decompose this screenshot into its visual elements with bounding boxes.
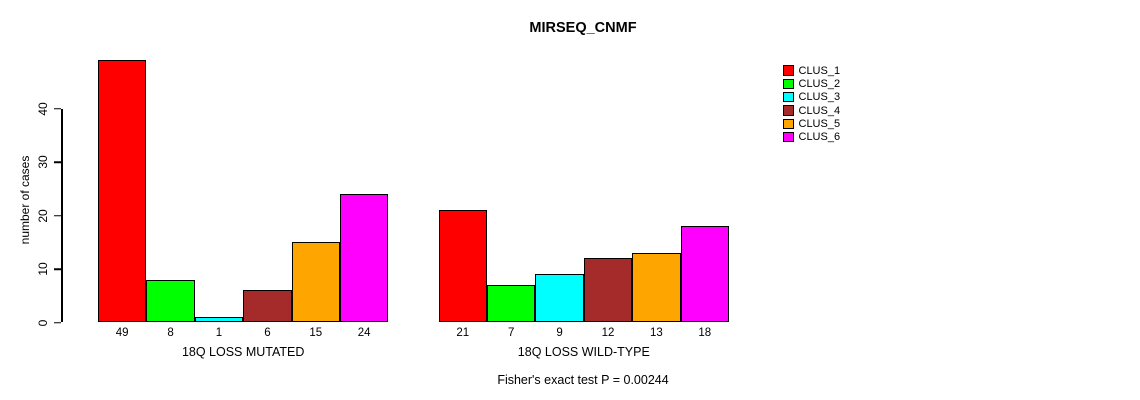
bar-clus_6-group2	[680, 226, 729, 323]
y-tick-label: 20	[36, 208, 50, 223]
y-tick-label: 40	[36, 101, 50, 116]
bar-clus_2-group2	[487, 285, 536, 323]
bar-clus_5-group1	[291, 242, 340, 323]
bar-value-label: 21	[456, 327, 470, 339]
legend-item: CLUS_5	[783, 117, 840, 130]
bar-clus_4-group2	[583, 258, 633, 323]
legend-swatch-clus_5	[783, 118, 794, 130]
bar-value-label: 49	[115, 327, 129, 339]
bar-value-label: 7	[507, 327, 515, 339]
x-group-label: 18Q LOSS MUTATED	[181, 345, 305, 359]
x-group-label: 18Q LOSS WILD-TYPE	[517, 345, 650, 359]
legend: CLUS_1 CLUS_2 CLUS_3 CLUS_4 CLUS_5 CLUS_6	[783, 64, 840, 144]
chart-title: MIRSEQ_CNMF	[529, 20, 637, 36]
bar-value-label: 13	[649, 327, 663, 339]
y-axis-line	[61, 108, 63, 323]
legend-item: CLUS_4	[783, 104, 840, 117]
fisher-test-note: Fisher's exact test P = 0.00244	[497, 373, 669, 387]
bar-value-label: 18	[698, 327, 712, 339]
legend-swatch-clus_2	[783, 78, 794, 90]
legend-swatch-clus_3	[783, 91, 794, 103]
legend-label: CLUS_6	[798, 131, 841, 144]
y-tick-label: 0	[36, 319, 50, 326]
y-axis-tick	[54, 268, 61, 270]
y-axis-tick	[54, 321, 61, 324]
y-axis-tick	[54, 161, 61, 163]
bar-value-label: 8	[167, 327, 174, 339]
bar-value-label: 1	[215, 327, 223, 339]
legend-swatch-clus_6	[783, 131, 794, 143]
bar-clus_1-group2	[438, 210, 487, 323]
legend-swatch-clus_1	[783, 65, 794, 76]
bar-clus_6-group1	[340, 194, 389, 323]
legend-label: CLUS_1	[798, 64, 841, 77]
bar-value-label: 6	[264, 327, 271, 339]
legend-label: CLUS_4	[798, 104, 841, 117]
bar-clus_2-group1	[146, 279, 195, 323]
y-tick-label: 30	[36, 155, 50, 169]
legend-item: CLUS_3	[783, 91, 840, 104]
y-axis-tick	[54, 107, 61, 110]
bar-value-label: 24	[357, 327, 371, 339]
bar-clus_4-group1	[243, 290, 292, 323]
legend-item: CLUS_6	[783, 130, 840, 143]
legend-label: CLUS_3	[798, 91, 841, 104]
bar-clus_1-group1	[98, 60, 147, 323]
y-axis-tick	[54, 214, 61, 217]
legend-label: CLUS_2	[798, 77, 841, 90]
legend-label: CLUS_5	[798, 117, 841, 130]
bar-value-label: 12	[601, 327, 615, 339]
bar-value-label: 15	[309, 327, 323, 339]
bar-clus_3-group2	[535, 274, 584, 323]
legend-item: CLUS_1	[783, 64, 840, 77]
legend-item: CLUS_2	[783, 77, 840, 90]
bar-clus_3-group1	[194, 317, 244, 323]
legend-swatch-clus_4	[783, 105, 794, 116]
bar-value-label: 9	[556, 327, 563, 339]
y-tick-label: 10	[36, 262, 50, 276]
bar-clus_5-group2	[632, 252, 681, 323]
